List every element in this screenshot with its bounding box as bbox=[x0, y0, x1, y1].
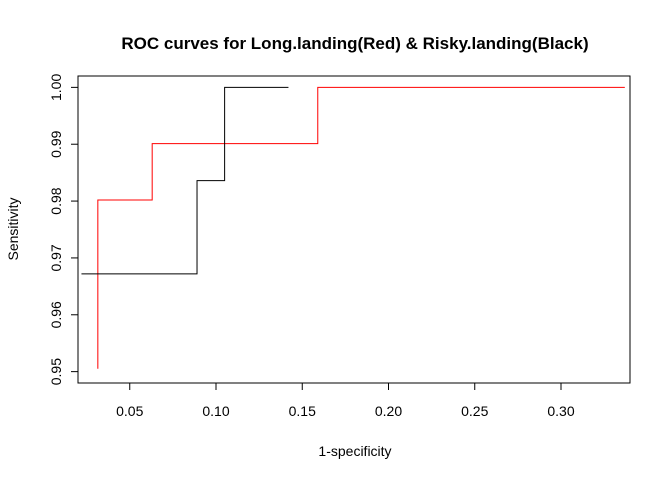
series-line-long-landing bbox=[97, 86, 625, 369]
y-tick-label: 0.98 bbox=[48, 187, 64, 214]
y-tick-label: 0.96 bbox=[48, 301, 64, 328]
x-tick-label: 0.10 bbox=[202, 403, 229, 419]
y-tick-label: 0.95 bbox=[48, 358, 64, 385]
chart-title: ROC curves for Long.landing(Red) & Risky… bbox=[121, 34, 588, 53]
x-tick-label: 0.30 bbox=[547, 403, 574, 419]
x-tick-label: 0.05 bbox=[116, 403, 143, 419]
x-tick-label: 0.15 bbox=[289, 403, 316, 419]
y-tick-label: 0.99 bbox=[48, 130, 64, 157]
y-tick-label: 1.00 bbox=[48, 74, 64, 101]
x-tick-label: 0.20 bbox=[375, 403, 402, 419]
x-tick-label: 0.25 bbox=[461, 403, 488, 419]
series-layer bbox=[81, 86, 625, 369]
x-axis: 0.05 0.10 0.15 0.20 0.25 0.30 bbox=[116, 382, 575, 419]
y-tick-label: 0.97 bbox=[48, 244, 64, 271]
plot-frame bbox=[77, 75, 631, 384]
y-axis-label: Sensitivity bbox=[5, 197, 21, 260]
y-axis: 0.95 0.96 0.97 0.98 0.99 1.00 bbox=[48, 74, 79, 385]
series-line-risky-landing bbox=[81, 86, 289, 275]
x-axis-label: 1-specificity bbox=[318, 443, 391, 459]
